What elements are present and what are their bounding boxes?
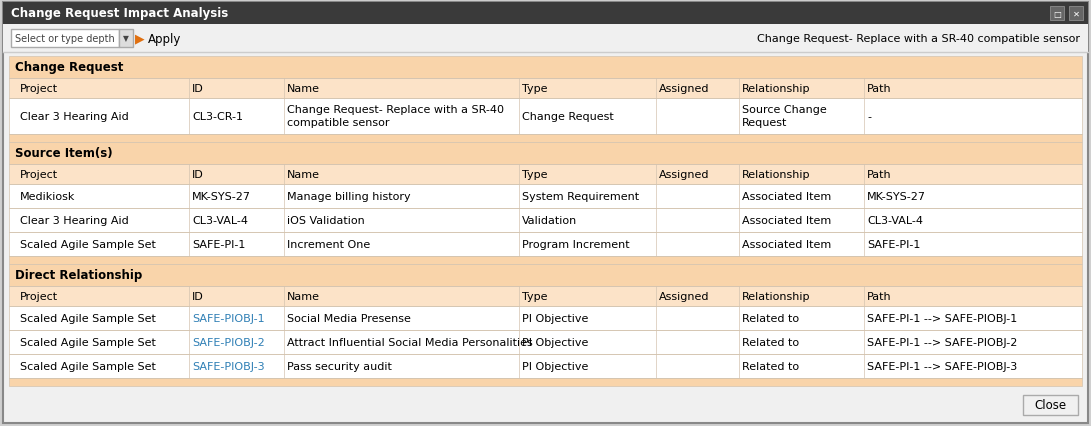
Text: Relationship: Relationship: [742, 170, 811, 180]
Bar: [9, 164, 1082, 184]
Bar: [9, 99, 1082, 135]
Text: Type: Type: [521, 84, 548, 94]
Text: SAFE-PI-1 --> SAFE-PIOBJ-3: SAFE-PI-1 --> SAFE-PIOBJ-3: [867, 361, 1017, 371]
Text: Name: Name: [287, 291, 320, 301]
Text: ▼: ▼: [123, 35, 129, 43]
Text: Clear 3 Hearing Aid: Clear 3 Hearing Aid: [20, 112, 129, 122]
Text: Change Request- Replace with a SR-40 compatible sensor: Change Request- Replace with a SR-40 com…: [757, 34, 1080, 44]
Text: Change Request Impact Analysis: Change Request Impact Analysis: [11, 8, 228, 20]
Text: Manage billing history: Manage billing history: [287, 192, 410, 201]
Text: Scaled Agile Sample Set: Scaled Agile Sample Set: [20, 239, 156, 249]
Text: Direct Relationship: Direct Relationship: [15, 269, 142, 282]
Bar: [9, 378, 1082, 386]
Text: CL3-VAL-4: CL3-VAL-4: [867, 216, 923, 225]
Text: Source Change
Request: Source Change Request: [742, 105, 827, 128]
Text: -: -: [867, 112, 871, 122]
Text: CL3-CR-1: CL3-CR-1: [192, 112, 243, 122]
Bar: [9, 57, 1082, 79]
Bar: [9, 233, 1082, 256]
Text: Associated Item: Associated Item: [742, 216, 831, 225]
Text: iOS Validation: iOS Validation: [287, 216, 364, 225]
Text: Related to: Related to: [742, 313, 799, 323]
Text: Scaled Agile Sample Set: Scaled Agile Sample Set: [20, 361, 156, 371]
Text: Pass security audit: Pass security audit: [287, 361, 392, 371]
Text: Close: Close: [1034, 399, 1067, 412]
Text: Increment One: Increment One: [287, 239, 370, 249]
Text: Project: Project: [20, 170, 58, 180]
Text: PI Objective: PI Objective: [521, 337, 588, 347]
Bar: [9, 184, 1082, 208]
Text: ID: ID: [192, 291, 204, 301]
Text: Name: Name: [287, 170, 320, 180]
Text: CL3-VAL-4: CL3-VAL-4: [192, 216, 248, 225]
Text: Change Request: Change Request: [521, 112, 614, 122]
Text: ID: ID: [192, 84, 204, 94]
Text: Validation: Validation: [521, 216, 577, 225]
Text: Related to: Related to: [742, 361, 799, 371]
Text: SAFE-PI-1 --> SAFE-PIOBJ-1: SAFE-PI-1 --> SAFE-PIOBJ-1: [867, 313, 1017, 323]
Bar: [3, 25, 1088, 53]
Bar: [9, 256, 1082, 265]
Text: Type: Type: [521, 291, 548, 301]
Text: Path: Path: [867, 291, 891, 301]
Text: Project: Project: [20, 84, 58, 94]
Text: Assigned: Assigned: [659, 170, 709, 180]
Text: Project: Project: [20, 291, 58, 301]
Text: Source Item(s): Source Item(s): [15, 147, 112, 160]
Text: Change Request- Replace with a SR-40
compatible sensor: Change Request- Replace with a SR-40 com…: [287, 105, 504, 128]
Text: Path: Path: [867, 84, 891, 94]
Text: Path: Path: [867, 170, 891, 180]
Text: SAFE-PI-1: SAFE-PI-1: [867, 239, 921, 249]
Text: Apply: Apply: [148, 32, 181, 46]
Text: Select or type depth: Select or type depth: [15, 34, 115, 44]
Text: Related to: Related to: [742, 337, 799, 347]
Bar: [9, 286, 1082, 306]
Text: MK-SYS-27: MK-SYS-27: [192, 192, 251, 201]
Bar: [1050, 7, 1064, 21]
Text: □: □: [1053, 9, 1060, 18]
Text: Relationship: Relationship: [742, 291, 811, 301]
Text: ID: ID: [192, 170, 204, 180]
Bar: [9, 135, 1082, 143]
Text: Scaled Agile Sample Set: Scaled Agile Sample Set: [20, 337, 156, 347]
Text: Assigned: Assigned: [659, 291, 709, 301]
Bar: [9, 143, 1082, 164]
Bar: [119, 30, 133, 48]
Text: Type: Type: [521, 170, 548, 180]
Bar: [9, 354, 1082, 378]
Text: Social Media Presense: Social Media Presense: [287, 313, 411, 323]
Bar: [9, 265, 1082, 286]
Text: Associated Item: Associated Item: [742, 192, 831, 201]
Text: Medikiosk: Medikiosk: [20, 192, 75, 201]
Text: Associated Item: Associated Item: [742, 239, 831, 249]
Text: Name: Name: [287, 84, 320, 94]
Text: PI Objective: PI Objective: [521, 313, 588, 323]
Text: SAFE-PI-1 --> SAFE-PIOBJ-2: SAFE-PI-1 --> SAFE-PIOBJ-2: [867, 337, 1018, 347]
Text: Attract Influential Social Media Personalities: Attract Influential Social Media Persona…: [287, 337, 532, 347]
Text: ✕: ✕: [1072, 9, 1079, 18]
Text: System Requirement: System Requirement: [521, 192, 639, 201]
Bar: [1069, 7, 1083, 21]
Text: MK-SYS-27: MK-SYS-27: [867, 192, 926, 201]
Bar: [9, 306, 1082, 330]
Bar: [11, 30, 119, 48]
Text: SAFE-PIOBJ-2: SAFE-PIOBJ-2: [192, 337, 265, 347]
Text: SAFE-PI-1: SAFE-PI-1: [192, 239, 245, 249]
Bar: [3, 3, 1088, 25]
Text: Clear 3 Hearing Aid: Clear 3 Hearing Aid: [20, 216, 129, 225]
Text: Relationship: Relationship: [742, 84, 811, 94]
Text: Program Increment: Program Increment: [521, 239, 630, 249]
Text: SAFE-PIOBJ-3: SAFE-PIOBJ-3: [192, 361, 265, 371]
Bar: [9, 79, 1082, 99]
Text: Change Request: Change Request: [15, 61, 123, 74]
Text: PI Objective: PI Objective: [521, 361, 588, 371]
Bar: [9, 208, 1082, 233]
Text: Scaled Agile Sample Set: Scaled Agile Sample Set: [20, 313, 156, 323]
Bar: [1023, 395, 1078, 415]
Bar: [9, 330, 1082, 354]
Text: ▶: ▶: [135, 32, 145, 46]
Text: SAFE-PIOBJ-1: SAFE-PIOBJ-1: [192, 313, 265, 323]
Text: Assigned: Assigned: [659, 84, 709, 94]
